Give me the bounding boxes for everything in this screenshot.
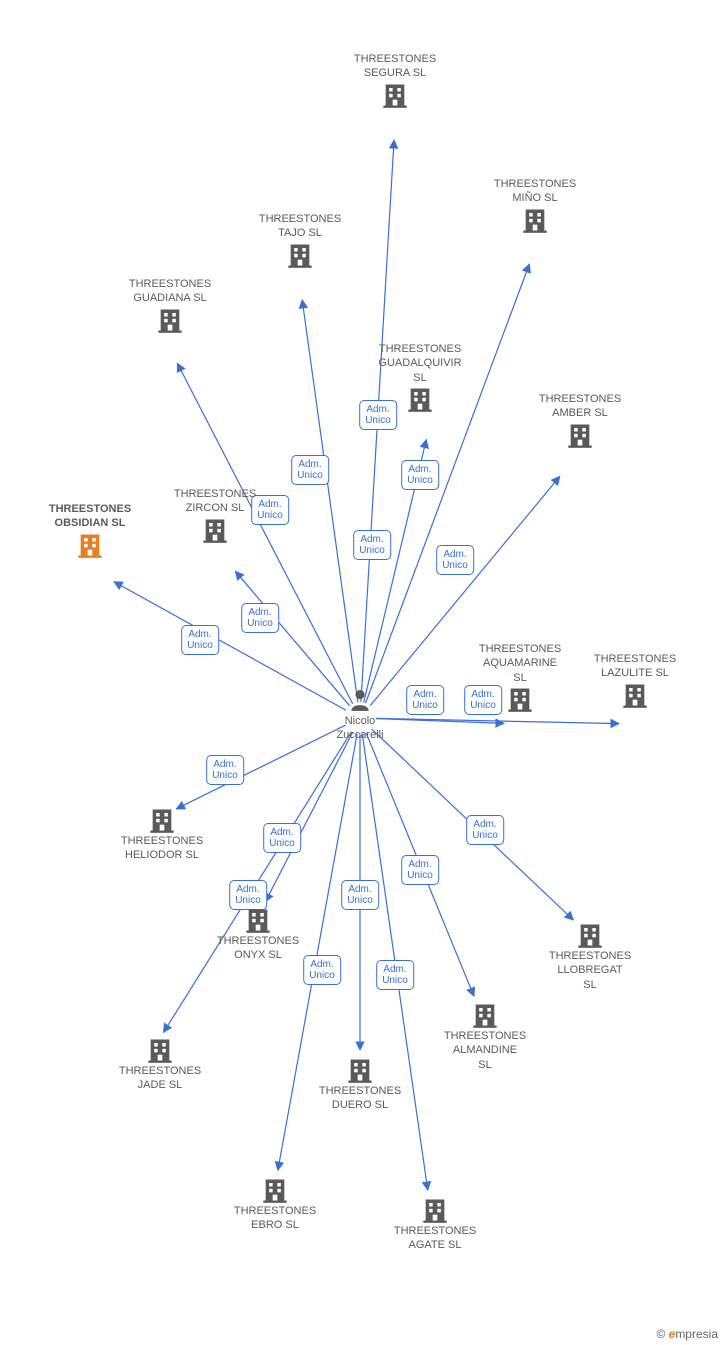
- copyright-symbol: ©: [656, 1327, 665, 1341]
- network-diagram: [0, 0, 728, 1345]
- edge-zircon: [235, 571, 349, 706]
- edge-label-duero: Adm. Unico: [341, 880, 379, 910]
- footer-attribution: © empresia: [656, 1327, 718, 1341]
- edge-label-agate: Adm. Unico: [376, 960, 414, 990]
- edge-label-tajo: Adm. Unico: [291, 455, 329, 485]
- edge-label-lazulite: Adm. Unico: [464, 685, 502, 715]
- edge-label-amber: Adm. Unico: [436, 545, 474, 575]
- edge-label-ebro: Adm. Unico: [303, 955, 341, 985]
- edge-onyx: [265, 732, 352, 902]
- edge-amber: [370, 476, 560, 705]
- edge-label-almandine: Adm. Unico: [401, 855, 439, 885]
- edge-mino: [366, 264, 530, 703]
- edge-label-onyx: Adm. Unico: [263, 823, 301, 853]
- edge-label-segura: Adm. Unico: [359, 400, 397, 430]
- edge-label-zircon: Adm. Unico: [241, 603, 279, 633]
- edge-tajo: [302, 300, 358, 702]
- edge-obsidian: [114, 582, 346, 710]
- edge-label-mino: Adm. Unico: [401, 460, 439, 490]
- edge-label-guadalquivir: Adm. Unico: [353, 530, 391, 560]
- edge-label-heliodor: Adm. Unico: [206, 755, 244, 785]
- edge-label-guadiana: Adm. Unico: [251, 495, 289, 525]
- brand-logo-rest: mpresia: [675, 1327, 718, 1341]
- edge-label-obsidian: Adm. Unico: [181, 625, 219, 655]
- edge-label-aquamarine: Adm. Unico: [406, 685, 444, 715]
- edge-label-llobregat: Adm. Unico: [466, 815, 504, 845]
- edge-label-jade: Adm. Unico: [229, 880, 267, 910]
